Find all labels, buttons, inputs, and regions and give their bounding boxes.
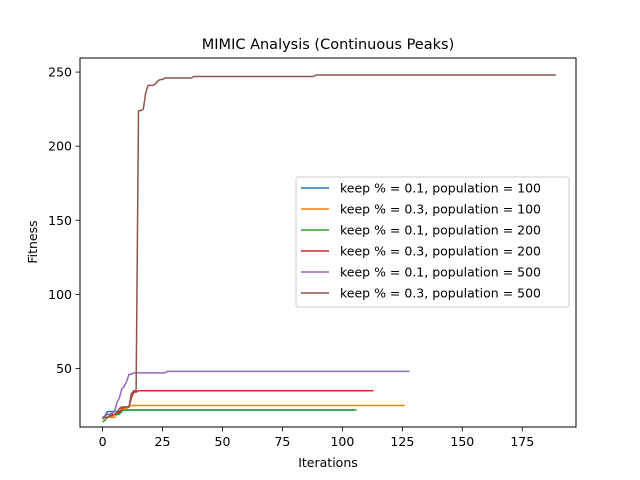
x-axis-ticks: 0 25 50 75 100 125 150 175 [99, 427, 534, 449]
plot-frame [79, 57, 577, 428]
legend: keep % = 0.1, population = 100 keep % = 0… [295, 176, 570, 308]
legend-label-5: keep % = 0.1, population = 500 [340, 265, 541, 280]
series-line-3 [102, 409, 357, 423]
y-axis-label: Fitness [25, 220, 40, 263]
x-tick-label: 150 [450, 434, 474, 449]
series-layer [101, 74, 556, 423]
x-tick-label: 50 [215, 434, 231, 449]
y-tick-label: 100 [48, 287, 72, 302]
legend-label-1: keep % = 0.1, population = 100 [340, 181, 541, 196]
x-axis-label: Iterations [298, 455, 358, 470]
x-tick-label: 100 [330, 434, 354, 449]
legend-label-2: keep % = 0.3, population = 100 [340, 202, 541, 217]
x-tick-label: 75 [274, 434, 290, 449]
x-tick-label: 0 [99, 434, 107, 449]
legend-label-3: keep % = 0.1, population = 200 [340, 223, 541, 238]
x-tick-label: 175 [510, 434, 534, 449]
legend-label-4: keep % = 0.3, population = 200 [340, 244, 541, 259]
chart-title: MIMIC Analysis (Continuous Peaks) [202, 37, 454, 53]
series-line-2 [102, 404, 405, 420]
series-line-6 [102, 74, 556, 420]
x-tick-label: 125 [390, 434, 414, 449]
series-line-1 [101, 409, 355, 420]
y-axis-ticks: 50 100 150 200 250 [48, 65, 80, 376]
y-tick-label: 250 [48, 65, 72, 80]
x-tick-label: 25 [155, 434, 171, 449]
legend-box [295, 176, 570, 308]
y-tick-label: 150 [48, 213, 72, 228]
series-line-5 [102, 370, 410, 419]
y-tick-label: 200 [48, 139, 72, 154]
legend-label-6: keep % = 0.3, population = 500 [340, 286, 541, 301]
series-line-4 [102, 389, 374, 419]
y-tick-label: 50 [56, 361, 72, 376]
